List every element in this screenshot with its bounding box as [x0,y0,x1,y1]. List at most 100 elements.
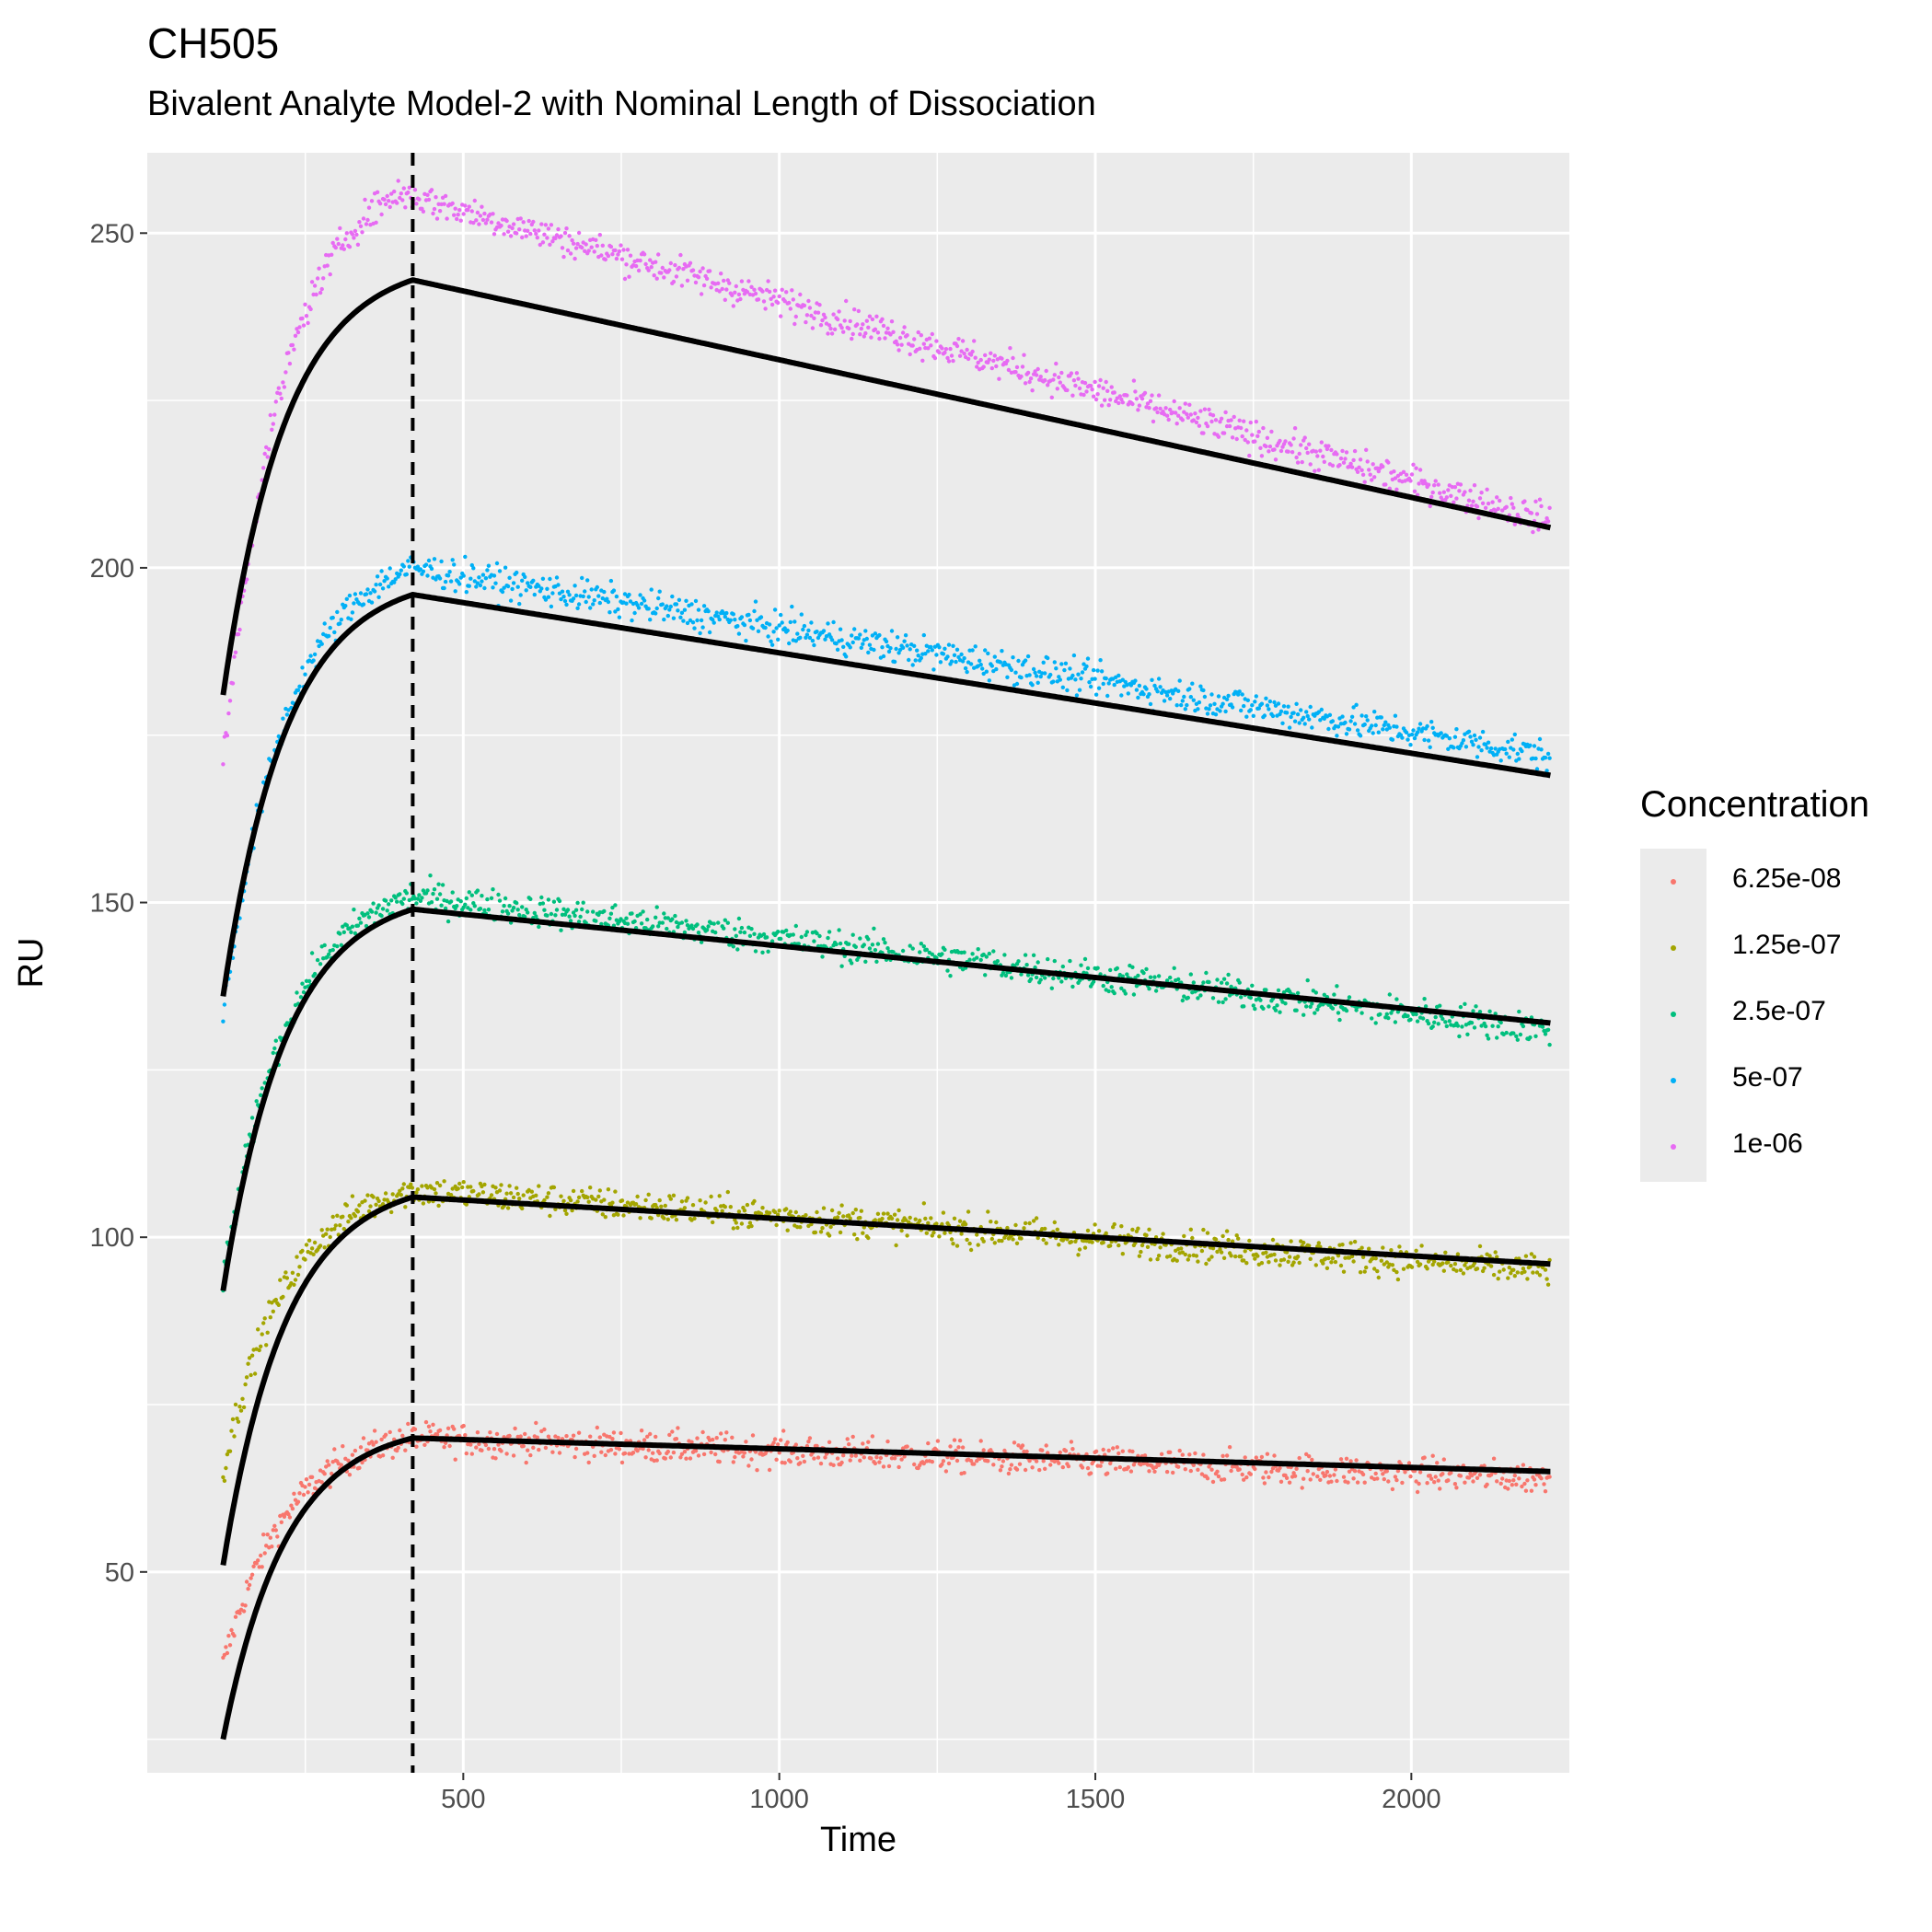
data-point [670,1429,675,1434]
data-point [1207,707,1211,711]
data-point [1351,457,1356,463]
data-point [1109,385,1114,389]
data-point [831,1463,836,1468]
data-point [912,337,917,341]
data-point [352,236,356,240]
data-point [1221,977,1227,981]
data-point [889,319,895,324]
data-point [1105,388,1110,393]
data-point [538,242,542,248]
data-point [1278,709,1284,713]
data-point [1444,734,1450,738]
data-point [943,947,947,953]
data-point [915,648,920,653]
data-point [221,762,226,767]
data-point [1137,683,1142,688]
data-point [1155,1256,1160,1262]
data-point [392,189,397,194]
data-point [682,930,688,935]
data-point [455,216,459,222]
data-point [1147,692,1151,697]
data-point [699,940,704,944]
data-point [968,353,974,357]
legend-label: 1.25e-07 [1732,930,1842,960]
data-point [739,1221,745,1226]
data-point [347,245,353,249]
data-point [719,1431,723,1436]
data-point [369,909,375,914]
data-point [1318,448,1323,453]
data-point [546,1191,551,1196]
data-point [1141,692,1146,697]
data-point [325,263,330,268]
data-point [994,1220,999,1225]
data-point [892,1456,897,1461]
data-point [821,629,827,633]
data-point [1020,1443,1025,1448]
data-point [1101,1447,1105,1452]
data-point [916,654,920,658]
data-point [616,252,620,257]
data-point [1041,1237,1046,1243]
data-point [793,639,798,643]
data-point [1063,661,1069,665]
data-point [403,1448,408,1452]
data-point [1267,444,1273,449]
data-point [1234,1233,1239,1238]
data-point [471,1188,476,1194]
data-point [850,1453,854,1458]
data-point [300,1248,305,1254]
data-point [230,681,236,686]
data-point [711,618,715,622]
data-point [1043,976,1047,980]
data-point [1035,960,1040,965]
data-point [1117,394,1123,399]
data-point [467,584,471,588]
data-point [1207,407,1211,412]
data-point [611,588,617,593]
data-point [886,649,892,654]
data-point [491,585,495,590]
data-point [625,248,631,252]
data-point [545,586,550,591]
data-point [365,587,370,592]
data-point [716,614,721,619]
data-point [613,903,618,908]
data-point [749,1223,754,1229]
data-point [523,1431,527,1437]
data-point [365,911,370,916]
data-point [1511,747,1516,752]
data-point [1439,731,1443,735]
data-point [1343,720,1348,725]
data-point [585,578,590,583]
data-point [820,318,825,323]
data-point [1210,1479,1216,1485]
data-point [1115,966,1120,971]
data-point [1310,1001,1314,1006]
data-point [434,1432,440,1437]
data-point [962,1471,966,1475]
data-point [968,1458,974,1463]
panel-background [147,153,1569,1773]
data-point [850,1210,855,1216]
data-point [1156,677,1162,681]
data-point [1278,1263,1282,1267]
data-point [415,897,421,901]
data-point [665,1449,670,1454]
data-point [1304,1452,1309,1457]
y-tick-label: 250 [90,219,134,249]
data-point [418,567,423,572]
data-point [358,1445,364,1450]
data-point [597,1435,602,1440]
data-point [249,1116,255,1120]
data-point [1469,739,1475,744]
data-point [897,651,901,655]
data-point [895,342,900,347]
data-point [764,935,769,940]
data-point [1322,992,1327,998]
data-point [665,613,670,619]
data-point [1232,414,1236,420]
data-point [847,326,851,331]
data-point [818,1230,824,1234]
data-point [888,332,893,337]
